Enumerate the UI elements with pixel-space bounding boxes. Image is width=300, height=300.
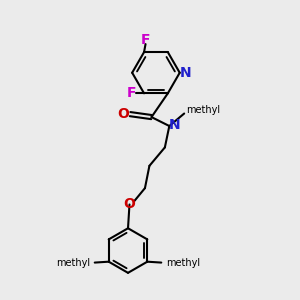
Text: O: O (124, 197, 135, 212)
Text: F: F (127, 86, 136, 100)
Text: methyl: methyl (166, 258, 200, 268)
Text: methyl: methyl (56, 258, 90, 268)
Text: O: O (118, 106, 130, 121)
Text: N: N (179, 66, 191, 80)
Text: N: N (169, 118, 181, 131)
Text: methyl: methyl (187, 105, 221, 115)
Text: F: F (141, 33, 150, 46)
